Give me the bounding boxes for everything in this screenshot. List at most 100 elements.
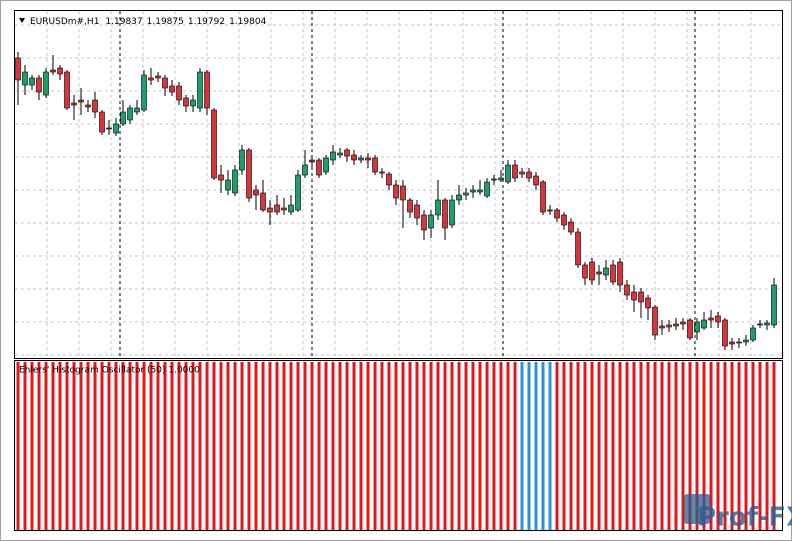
watermark: Prof-FX: [684, 494, 792, 533]
histogram-bar: [359, 362, 363, 530]
histogram-bar: [562, 362, 566, 530]
histogram-bar: [527, 362, 531, 530]
candle-body: [764, 322, 770, 326]
histogram-bar: [163, 362, 167, 530]
histogram-bar: [275, 362, 279, 530]
histogram-bar: [86, 362, 90, 530]
candle-body: [526, 171, 532, 179]
candle-body: [288, 204, 294, 213]
candle-body: [302, 164, 308, 176]
histogram-bar: [37, 362, 41, 530]
candle-body: [561, 214, 567, 226]
candle-body: [547, 209, 553, 212]
candles: [15, 52, 777, 350]
histogram-bar: [443, 362, 447, 530]
candle-body: [134, 107, 140, 113]
candle-body: [456, 194, 462, 201]
candle-body: [274, 204, 280, 213]
candle-body: [554, 209, 560, 219]
candle-body: [15, 57, 21, 81]
candle-body: [106, 127, 112, 130]
candle-body: [169, 85, 175, 93]
quote-value: 1.19837: [105, 17, 142, 27]
histogram-bar: [170, 362, 174, 530]
histogram-bar: [639, 362, 643, 530]
candle-body: [701, 319, 707, 329]
candle-body: [232, 169, 238, 194]
histogram-bar: [674, 362, 678, 530]
histogram-bar: [233, 362, 237, 530]
histogram-bar: [415, 362, 419, 530]
candle-body: [624, 284, 630, 296]
histogram-bar: [380, 362, 384, 530]
candle-body: [141, 74, 147, 111]
candle-body: [428, 214, 434, 229]
histogram-bar: [268, 362, 272, 530]
candle-body: [197, 71, 203, 109]
candle-body: [407, 199, 413, 213]
candle-body: [708, 317, 714, 321]
candle-body: [652, 306, 658, 336]
candle-body: [491, 178, 497, 181]
histogram-bar: [128, 362, 132, 530]
candle-body: [582, 264, 588, 279]
histogram-bar: [534, 362, 538, 530]
candle-body: [92, 99, 98, 113]
candle-body: [316, 159, 322, 176]
candle-body: [610, 264, 616, 283]
candle-body: [64, 71, 70, 109]
watermark-text: Prof-FX: [697, 503, 792, 533]
histogram-bar: [436, 362, 440, 530]
histogram-bar: [667, 362, 671, 530]
candle-body: [631, 291, 637, 301]
histogram-bar: [751, 362, 755, 530]
histogram-bar: [772, 362, 776, 530]
candle-body: [260, 192, 266, 211]
candle-body: [694, 321, 700, 333]
histogram-bar: [681, 362, 685, 530]
histogram-bar: [387, 362, 391, 530]
histogram-bar: [72, 362, 76, 530]
histogram-bar: [611, 362, 615, 530]
menu-arrow[interactable]: [19, 18, 25, 23]
histogram-bar: [93, 362, 97, 530]
candle-body: [568, 221, 574, 233]
histogram-bar: [23, 362, 27, 530]
histogram-bar: [345, 362, 349, 530]
candle-body: [365, 157, 371, 161]
candle-body: [162, 77, 168, 89]
candle-body: [344, 149, 350, 157]
histogram-bar: [142, 362, 146, 530]
histogram-bar: [548, 362, 552, 530]
candle-body: [358, 157, 364, 161]
candle-body: [176, 85, 182, 101]
candle-body: [372, 157, 378, 173]
candle-body: [666, 324, 672, 328]
candle-body: [386, 173, 392, 186]
candle-body: [295, 174, 301, 211]
histogram-bar: [205, 362, 209, 530]
histogram-bar: [646, 362, 650, 530]
candle-body: [400, 185, 406, 201]
candle-body: [617, 261, 623, 286]
chart-header: EURUSDm#,H1 1.19837 1.19875 1.19792 1.19804: [30, 17, 267, 27]
histogram-bar: [198, 362, 202, 530]
histogram-bar: [758, 362, 762, 530]
histogram-bar: [107, 362, 111, 530]
histogram-bar: [324, 362, 328, 530]
candle-body: [589, 261, 595, 281]
quote-value: 1.19804: [229, 17, 266, 27]
candle-body: [470, 189, 476, 193]
histogram-bar: [247, 362, 251, 530]
candle-body: [680, 321, 686, 325]
candle-body: [113, 123, 119, 134]
histogram-bar: [457, 362, 461, 530]
candle-body: [540, 181, 546, 213]
histogram-bar: [618, 362, 622, 530]
candle-body: [267, 207, 273, 213]
candle-body: [29, 77, 35, 86]
histogram-bar: [296, 362, 300, 530]
histogram-bar: [16, 362, 20, 530]
candle-body: [484, 181, 490, 197]
candle-body: [148, 77, 154, 81]
